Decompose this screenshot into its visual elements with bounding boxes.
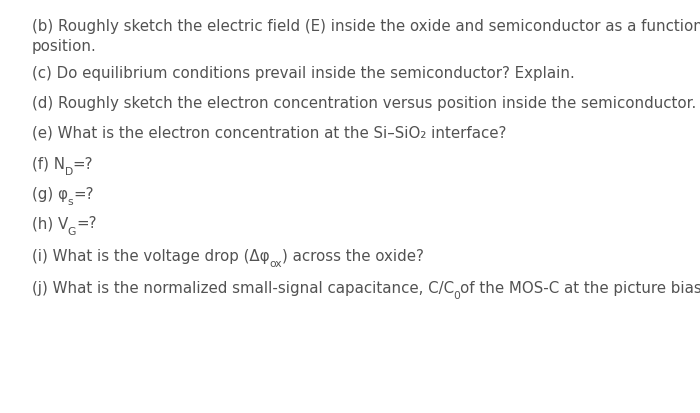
Text: (g) φ: (g) φ xyxy=(32,187,67,202)
Text: ox: ox xyxy=(269,259,281,269)
Text: (e) What is the electron concentration at the Si–SiO₂ interface?: (e) What is the electron concentration a… xyxy=(32,126,506,140)
Text: (c) Do equilibrium conditions prevail inside the semiconductor? Explain.: (c) Do equilibrium conditions prevail in… xyxy=(32,66,574,81)
Text: =?: =? xyxy=(73,157,93,172)
Text: position.: position. xyxy=(32,39,97,54)
Text: of the MOS-C at the picture bias point?: of the MOS-C at the picture bias point? xyxy=(461,281,700,296)
Text: (i) What is the voltage drop (Δφ: (i) What is the voltage drop (Δφ xyxy=(32,249,269,263)
Text: s: s xyxy=(67,197,73,207)
Text: 0: 0 xyxy=(454,291,461,301)
Text: ) across the oxide?: ) across the oxide? xyxy=(281,249,424,263)
Text: (b) Roughly sketch the electric field (E) inside the oxide and semiconductor as : (b) Roughly sketch the electric field (E… xyxy=(32,19,700,33)
Text: =?: =? xyxy=(76,216,97,231)
Text: (h) V: (h) V xyxy=(32,216,68,231)
Text: =?: =? xyxy=(73,187,94,202)
Text: (d) Roughly sketch the electron concentration versus position inside the semicon: (d) Roughly sketch the electron concentr… xyxy=(32,96,696,111)
Text: (j) What is the normalized small-signal capacitance, C/C: (j) What is the normalized small-signal … xyxy=(32,281,454,296)
Text: D: D xyxy=(64,167,73,177)
Text: (f) N: (f) N xyxy=(32,157,64,172)
Text: G: G xyxy=(68,227,76,237)
